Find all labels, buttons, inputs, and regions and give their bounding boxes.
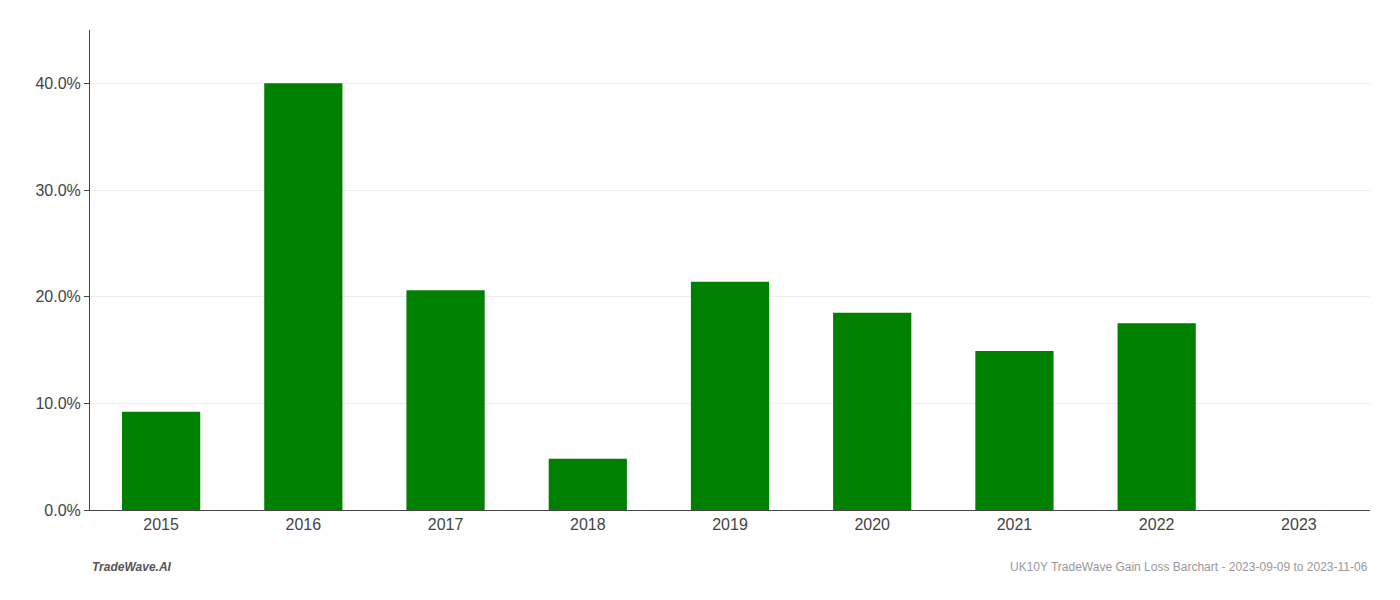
- svg-text:2016: 2016: [286, 516, 322, 533]
- svg-text:2022: 2022: [1139, 516, 1175, 533]
- svg-text:2020: 2020: [854, 516, 890, 533]
- svg-text:2017: 2017: [428, 516, 464, 533]
- svg-text:TradeWave.AI: TradeWave.AI: [92, 560, 172, 574]
- svg-text:40.0%: 40.0%: [35, 75, 80, 92]
- svg-text:20.0%: 20.0%: [35, 288, 80, 305]
- svg-text:2015: 2015: [143, 516, 179, 533]
- svg-text:2021: 2021: [997, 516, 1033, 533]
- svg-text:30.0%: 30.0%: [35, 182, 80, 199]
- svg-text:2019: 2019: [712, 516, 748, 533]
- svg-text:2023: 2023: [1281, 516, 1317, 533]
- svg-text:0.0%: 0.0%: [44, 502, 80, 519]
- svg-text:UK10Y TradeWave Gain Loss Barc: UK10Y TradeWave Gain Loss Barchart - 202…: [1010, 560, 1368, 574]
- svg-text:2018: 2018: [570, 516, 606, 533]
- svg-text:10.0%: 10.0%: [35, 395, 80, 412]
